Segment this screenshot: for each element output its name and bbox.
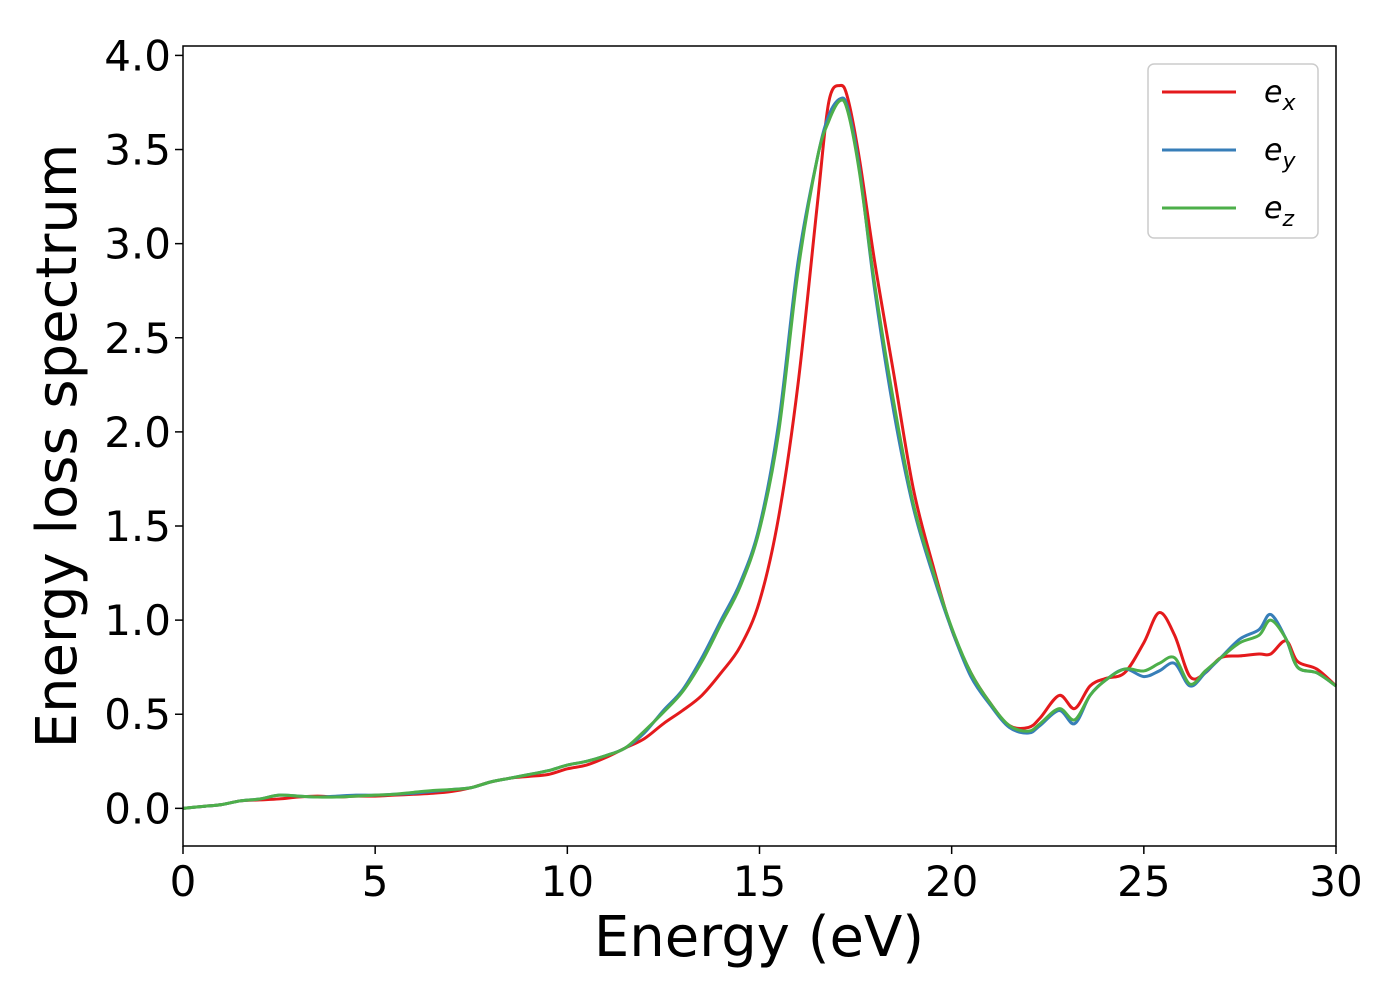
y-tick-label: 1.0 [104, 596, 171, 645]
x-tick-label: 25 [1117, 857, 1170, 906]
plot-lines [182, 83, 1338, 810]
y-tick-label: 2.5 [104, 314, 171, 363]
legend-label-subscript: x [1281, 91, 1296, 116]
y-axis-ticks: 0.0 0.5 1.0 1.5 2.0 2.5 3.0 3.5 4.0 [104, 31, 183, 833]
y-tick-label: 0.5 [104, 690, 171, 739]
legend-label-subscript: y [1281, 149, 1296, 174]
x-tick-label: 0 [170, 857, 197, 906]
y-tick-label: 4.0 [104, 31, 171, 80]
x-tick-label: 30 [1309, 857, 1362, 906]
legend-label-subscript: z [1281, 207, 1294, 232]
x-axis-ticks: 0 5 10 15 20 25 30 [170, 846, 1363, 906]
x-axis-title: Energy (eV) [594, 905, 924, 970]
y-tick-label: 0.0 [104, 784, 171, 833]
x-tick-label: 20 [925, 857, 978, 906]
x-tick-label: 10 [541, 857, 594, 906]
y-axis-title: Energy loss spectrum [25, 144, 90, 749]
y-tick-label: 2.0 [104, 408, 171, 457]
y-tick-label: 3.0 [104, 220, 171, 269]
x-tick-label: 5 [362, 857, 389, 906]
y-tick-label: 3.5 [104, 126, 171, 175]
series-line-z [182, 98, 1337, 810]
y-tick-label: 1.5 [104, 502, 171, 551]
x-tick-label: 15 [733, 857, 786, 906]
